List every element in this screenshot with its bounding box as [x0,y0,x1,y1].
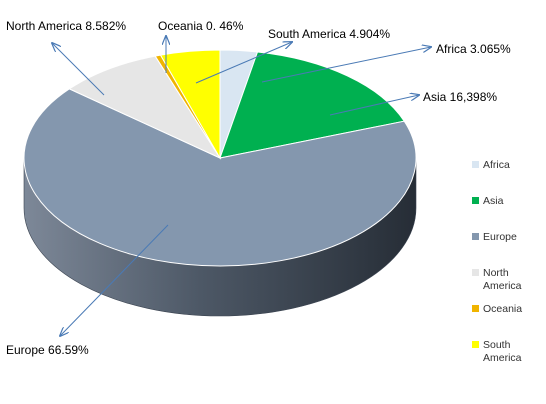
legend-swatch-oceania [472,305,479,312]
legend: Africa Asia Europe North America Oceania South… [472,159,522,364]
data-label-south-america: South America 4.904% [268,27,390,41]
callout-arrow-south-america [195,42,292,84]
legend-label-north-america: North America [483,267,522,292]
data-label-north-america: North America 8.582% [6,19,126,33]
data-label-africa: Africa 3.065% [436,42,511,56]
legend-label-oceania: Oceania [483,303,522,315]
callout-arrow-africa [261,47,431,83]
pie-slice-europe [23,88,417,267]
legend-swatch-europe [472,233,479,240]
legend-label-asia: Asia [483,195,504,207]
data-label-oceania: Oceania 0. 46% [158,19,244,33]
legend-swatch-north-america [472,269,479,276]
legend-label-south-america: South America [483,339,522,364]
legend-label-africa: Africa [483,159,510,171]
pie-slice-south-america [159,49,221,160]
callout-arrow-europe [60,224,169,336]
data-label-europe: Europe 66.59% [6,343,89,357]
callout-arrow-north-america [52,43,105,96]
callout-arrow-asia [329,95,419,116]
legend-swatch-africa [472,161,479,168]
pie-slice-asia [219,51,406,159]
legend-swatch-south-america [472,341,479,348]
legend-label-europe: Europe [483,231,517,243]
callout-layer: Africa 3.065% Asia 16,398% Europe 66.59% No… [6,19,511,357]
pie-top-layer [23,49,417,267]
data-label-asia: Asia 16,398% [423,90,497,104]
pie-slice-north-america [68,55,222,160]
legend-swatch-asia [472,197,479,204]
